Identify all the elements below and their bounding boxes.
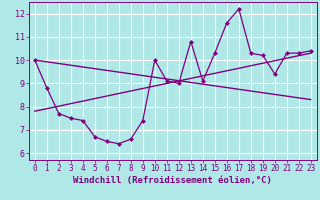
X-axis label: Windchill (Refroidissement éolien,°C): Windchill (Refroidissement éolien,°C) [73, 176, 272, 185]
